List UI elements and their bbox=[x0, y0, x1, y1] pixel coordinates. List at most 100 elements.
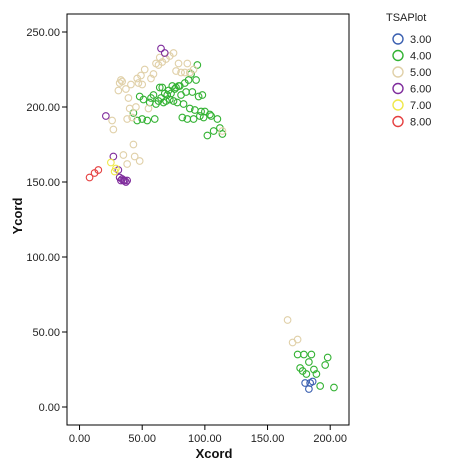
data-point bbox=[293, 335, 302, 344]
data-point bbox=[174, 59, 183, 68]
data-point bbox=[138, 80, 147, 89]
data-point bbox=[192, 76, 200, 84]
data-point bbox=[169, 97, 178, 105]
x-tick-label: 200.00 bbox=[313, 433, 347, 445]
data-point bbox=[207, 112, 215, 120]
data-point bbox=[160, 49, 169, 57]
data-point bbox=[122, 178, 130, 186]
x-axis: 0.00 50.00 100.00 150.00 200.00 bbox=[69, 425, 347, 445]
data-point bbox=[310, 365, 318, 374]
data-point bbox=[180, 68, 189, 77]
legend-label: 4.00 bbox=[410, 51, 431, 63]
data-point bbox=[112, 164, 120, 173]
data-point bbox=[157, 44, 165, 53]
data-point bbox=[144, 104, 153, 113]
data-point bbox=[147, 74, 155, 83]
data-point bbox=[206, 110, 214, 119]
x-tick-label: 100.00 bbox=[188, 433, 222, 445]
legend-marker bbox=[392, 33, 404, 45]
x-tick-label: 0.00 bbox=[69, 433, 90, 445]
data-point bbox=[114, 86, 123, 95]
data-point bbox=[321, 361, 330, 369]
data-point bbox=[124, 94, 133, 102]
data-point bbox=[135, 157, 144, 165]
y-axis: 0.00 50.00 100.00 150.00 200.00 250.00 bbox=[26, 27, 67, 414]
y-tick-label: 100.00 bbox=[26, 252, 60, 264]
data-point bbox=[149, 91, 158, 99]
legend-marker bbox=[392, 49, 404, 62]
data-point bbox=[123, 160, 132, 168]
data-point bbox=[196, 112, 204, 120]
y-tick-label: 250.00 bbox=[26, 27, 60, 39]
data-point bbox=[178, 113, 187, 122]
data-point bbox=[179, 100, 188, 108]
data-point bbox=[312, 370, 321, 378]
data-point bbox=[130, 152, 139, 161]
y-tick-label: 150.00 bbox=[26, 177, 60, 189]
data-point bbox=[138, 115, 147, 123]
data-point bbox=[129, 140, 138, 149]
x-axis-title: Xcord bbox=[196, 446, 233, 461]
data-point bbox=[194, 92, 203, 101]
data-point bbox=[120, 176, 129, 185]
data-point bbox=[107, 158, 115, 167]
data-point bbox=[198, 91, 207, 99]
data-point bbox=[218, 130, 227, 138]
legend-label: 3.00 bbox=[410, 34, 431, 46]
data-point bbox=[119, 151, 128, 159]
legend-marker bbox=[392, 115, 404, 128]
data-point bbox=[137, 71, 145, 80]
data-point bbox=[185, 104, 194, 113]
data-point bbox=[308, 377, 317, 386]
data-point bbox=[193, 61, 202, 69]
legend-label: 5.00 bbox=[410, 67, 431, 79]
data-point bbox=[323, 353, 332, 362]
data-point bbox=[122, 85, 130, 93]
data-point bbox=[155, 83, 164, 92]
data-points bbox=[85, 44, 338, 393]
legend-marker bbox=[392, 99, 404, 111]
data-point bbox=[301, 379, 309, 387]
data-point bbox=[123, 115, 132, 123]
data-point bbox=[305, 358, 313, 366]
data-point bbox=[218, 127, 227, 135]
y-tick-label: 200.00 bbox=[26, 102, 60, 114]
data-point bbox=[163, 91, 172, 99]
legend-title: TSAPlot bbox=[386, 12, 426, 24]
y-axis-title: Ycord bbox=[10, 198, 25, 235]
data-point bbox=[189, 115, 198, 123]
data-point bbox=[213, 115, 222, 123]
legend-label: 8.00 bbox=[410, 117, 431, 129]
data-point bbox=[132, 103, 140, 111]
data-point bbox=[102, 112, 110, 120]
data-point bbox=[188, 88, 197, 96]
data-point bbox=[140, 65, 149, 74]
x-tick-label: 150.00 bbox=[251, 433, 285, 445]
legend-marker bbox=[392, 66, 404, 78]
legend-marker bbox=[392, 82, 404, 95]
data-point bbox=[167, 89, 175, 98]
data-point bbox=[128, 113, 137, 122]
data-point bbox=[316, 382, 325, 390]
data-point bbox=[302, 370, 311, 378]
data-point bbox=[177, 68, 185, 77]
data-point bbox=[85, 173, 94, 182]
data-point bbox=[109, 125, 118, 134]
data-point bbox=[172, 67, 180, 75]
data-point bbox=[123, 176, 132, 185]
x-tick-label: 50.00 bbox=[128, 433, 156, 445]
data-point bbox=[127, 80, 135, 89]
data-point bbox=[330, 383, 338, 392]
data-point bbox=[183, 59, 192, 68]
data-point bbox=[139, 95, 148, 104]
plot-frame bbox=[66, 13, 350, 426]
legend-label: 6.00 bbox=[410, 84, 431, 96]
data-point bbox=[94, 166, 103, 174]
y-tick-label: 50.00 bbox=[32, 327, 60, 339]
data-point bbox=[118, 77, 126, 86]
data-point bbox=[189, 65, 198, 74]
data-point bbox=[108, 116, 116, 125]
data-point bbox=[134, 79, 143, 87]
data-point bbox=[209, 127, 218, 135]
